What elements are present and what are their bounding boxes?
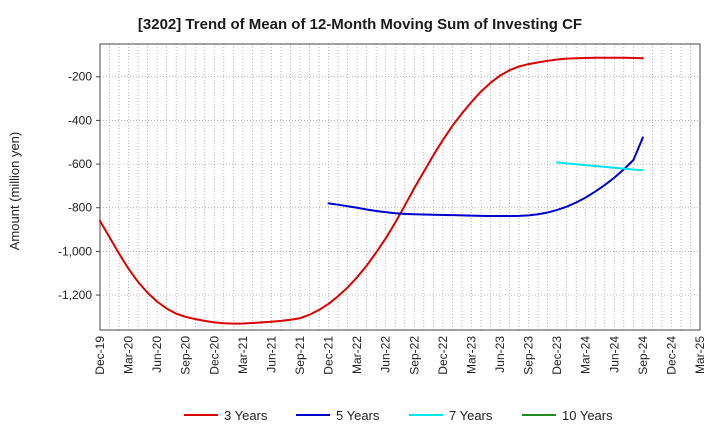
- x-tick-labels: Dec-19 Mar-20 Jun-20 Sep-20 Dec-20 Mar-21 Jun-…: [93, 336, 707, 375]
- x-tick-label: Dec-21: [322, 336, 336, 375]
- x-tick-label: Sep-23: [522, 336, 536, 375]
- x-tick-label: Sep-21: [293, 336, 307, 375]
- y-tick-label: -1,200: [58, 288, 92, 302]
- x-tick-label: Dec-19: [93, 336, 107, 375]
- legend-label: 7 Years: [449, 408, 493, 423]
- x-tick-label: Jun-23: [493, 336, 507, 373]
- x-tick-label: Jun-21: [264, 336, 278, 373]
- axes: [99, 43, 701, 331]
- x-tick-label: Jun-24: [607, 336, 621, 373]
- y-tick-label: -1,000: [58, 244, 92, 258]
- x-tick-label: Mar-25: [693, 336, 707, 374]
- series-lines: [99, 56, 644, 325]
- legend-label: 10 Years: [562, 408, 613, 423]
- x-tick-label: Dec-20: [207, 336, 221, 375]
- plot-frame: [99, 43, 701, 331]
- series-line-7-years: [556, 161, 644, 172]
- y-tick-label: -600: [68, 157, 92, 171]
- legend-label: 5 Years: [336, 408, 380, 423]
- x-tick-label: Dec-22: [436, 336, 450, 375]
- x-tick-label: Mar-24: [579, 336, 593, 374]
- x-tick-label: Sep-20: [179, 336, 193, 375]
- x-tick-label: Dec-23: [550, 336, 564, 375]
- chart-title: [3202] Trend of Mean of 12-Month Moving …: [138, 16, 582, 33]
- y-axis-title: Amount (million yen): [7, 132, 22, 251]
- x-tick-label: Mar-23: [464, 336, 478, 374]
- x-tick-label: Mar-20: [122, 336, 136, 374]
- y-tick-label: -200: [68, 70, 92, 84]
- x-tick-label: Dec-24: [664, 336, 678, 375]
- series-line-5-years: [327, 136, 644, 218]
- series-line-3-years: [99, 56, 644, 325]
- y-tick-labels: -200 -400 -600 -800 -1,000 -1,200: [58, 70, 100, 302]
- x-tick-label: Sep-22: [407, 336, 421, 375]
- x-tick-label: Sep-24: [636, 336, 650, 375]
- y-tick-label: -400: [68, 113, 92, 127]
- legend-label: 3 Years: [224, 408, 268, 423]
- x-tick-label: Jun-20: [150, 336, 164, 373]
- grid-lines: [99, 44, 701, 330]
- x-tick-label: Mar-21: [236, 336, 250, 374]
- x-tick-label: Jun-22: [379, 336, 393, 373]
- x-tick-label: Mar-22: [350, 336, 364, 374]
- y-tick-label: -800: [68, 201, 92, 215]
- legend: 3 Years 5 Years 7 Years 10 Years: [184, 408, 613, 423]
